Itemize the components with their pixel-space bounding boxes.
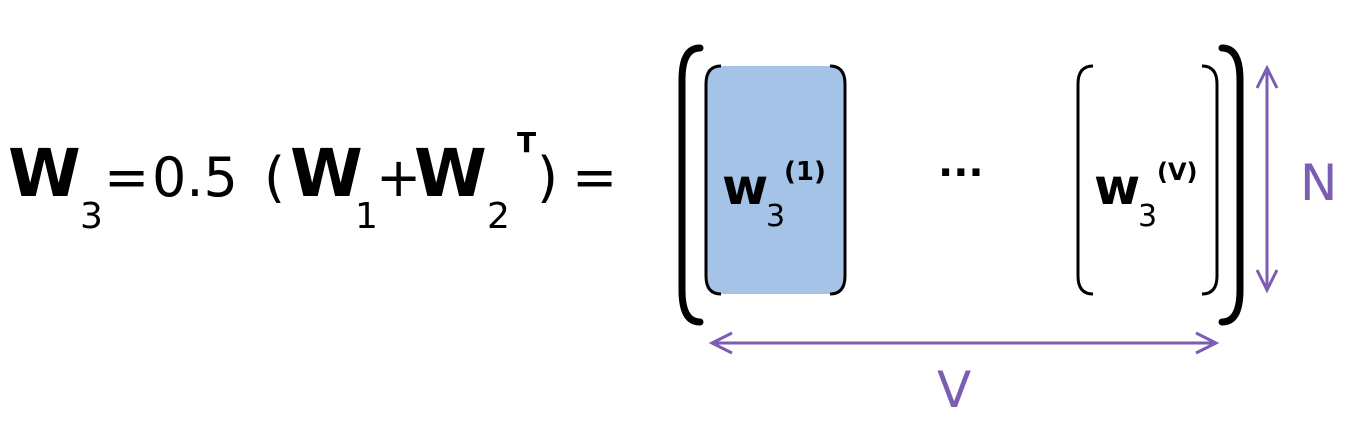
equation: W 3 = 0.5 ( W 1 + W 2 T ) = bbox=[8, 126, 617, 237]
column-left-paren bbox=[704, 64, 722, 296]
coefficient: 0.5 bbox=[152, 146, 238, 209]
height-label: N bbox=[1300, 154, 1337, 212]
column-first-superscript: (1) bbox=[784, 157, 826, 187]
column-last-symbol: w bbox=[1094, 158, 1140, 216]
dimension-annotations: N V bbox=[708, 64, 1337, 419]
equals-sign: = bbox=[104, 146, 149, 209]
width-arrow bbox=[708, 331, 1220, 355]
lhs-symbol: W bbox=[8, 135, 81, 212]
column-last-subscript: 3 bbox=[1138, 199, 1157, 234]
lhs-subscript: 3 bbox=[80, 196, 103, 237]
matrix: w 3 (1) ··· w 3 (V) bbox=[678, 44, 1244, 326]
equals-sign-2: = bbox=[572, 146, 617, 209]
column-right-paren bbox=[1201, 64, 1219, 296]
matrix-left-bracket bbox=[678, 44, 704, 326]
column-left-paren bbox=[1076, 64, 1094, 296]
close-paren: ) bbox=[537, 146, 558, 209]
column-first-symbol: w bbox=[722, 158, 768, 216]
open-paren: ( bbox=[264, 146, 285, 209]
matrix-right-bracket bbox=[1218, 44, 1244, 326]
term2-superscript: T bbox=[517, 126, 536, 159]
column-highlight bbox=[707, 66, 845, 294]
column-last-superscript: (V) bbox=[1157, 158, 1198, 186]
matrix-ellipsis: ··· bbox=[938, 150, 984, 196]
column-first-subscript: 3 bbox=[766, 199, 785, 234]
term2-symbol: W bbox=[414, 135, 487, 212]
term2-subscript: 2 bbox=[487, 196, 510, 237]
term1-symbol: W bbox=[290, 135, 363, 212]
term1-subscript: 1 bbox=[355, 196, 378, 237]
matrix-column-last: w 3 (V) bbox=[1076, 64, 1219, 296]
matrix-column-first: w 3 (1) bbox=[704, 64, 847, 296]
column-right-paren bbox=[829, 64, 847, 296]
width-label: V bbox=[937, 361, 971, 419]
plus-sign: + bbox=[376, 146, 421, 209]
height-arrow bbox=[1255, 64, 1279, 294]
